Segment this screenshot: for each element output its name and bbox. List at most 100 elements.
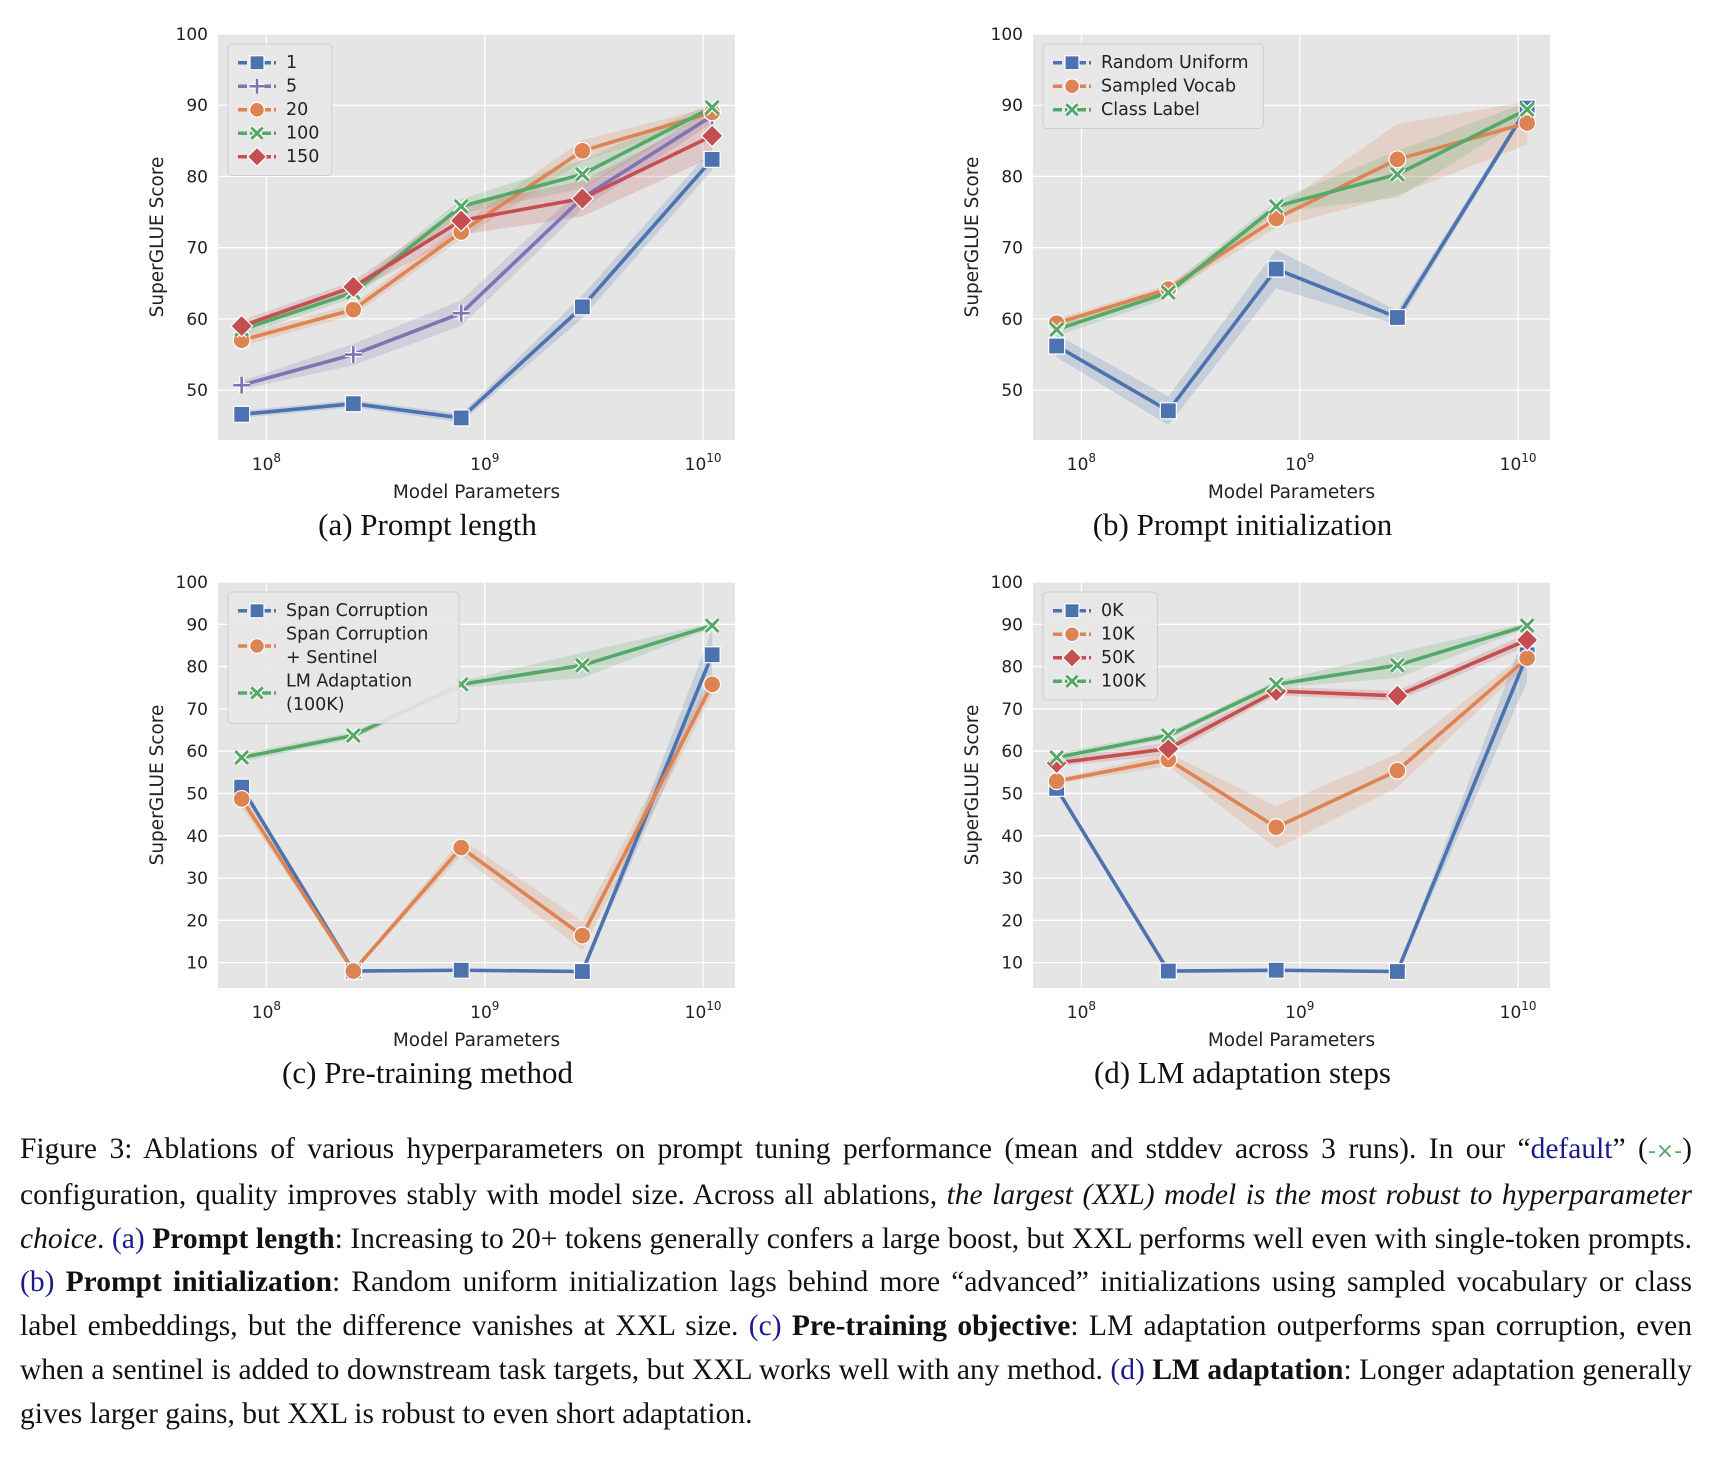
plot-area: [232, 617, 722, 981]
data-point-class-label: [1389, 165, 1406, 183]
y-tick-label: 100: [176, 573, 208, 593]
y-tick-label: 90: [1001, 96, 1023, 116]
stddev-band-20: [241, 106, 713, 346]
caption-ref-c[interactable]: (c): [748, 1310, 782, 1343]
data-point-sampled-vocab: [1388, 150, 1407, 169]
figure-caption: Figure 3: Ablations of various hyperpara…: [20, 1128, 1692, 1437]
caption-italic: the largest (XXL) model is the most robu…: [20, 1178, 1692, 1255]
data-point-1: [344, 395, 362, 413]
data-point-100: [703, 99, 721, 116]
legend-label: 20: [286, 100, 308, 120]
data-point-50k: [1264, 679, 1288, 703]
x-tick-label: 1010: [1500, 451, 1537, 475]
legend-label: 50K: [1101, 648, 1135, 668]
subcaption-d: (d) LM adaptation steps: [1093, 1055, 1391, 1090]
y-tick-label: 90: [186, 96, 208, 116]
legend-marker-100: [249, 125, 265, 141]
x-tick-label: 108: [1067, 999, 1096, 1023]
panel-prompt-length: 50 60 70 80 90 100 108 109 1010 Model Parameters S…: [0, 0, 855, 560]
data-point-150: [449, 208, 473, 233]
legend-marker-150: [246, 146, 268, 168]
caption-bold-b: Prompt initialization: [65, 1266, 332, 1299]
legend-label: Span Corruption: [286, 625, 428, 645]
legend-label: Class Label: [1101, 100, 1200, 120]
legend-item-lm-adaptation-100k: LM Adaptation (100K): [238, 672, 412, 715]
legend-label: 5: [286, 77, 297, 97]
data-point-10k: [1518, 649, 1537, 668]
y-tick-label: 80: [186, 167, 208, 187]
legend-label: Sampled Vocab: [1101, 77, 1236, 97]
legend-item-5: 5: [238, 77, 297, 97]
data-point-1: [573, 298, 591, 316]
data-point-span-corruption: [573, 962, 591, 981]
caption-text: : Longer adaptation generally gives larg…: [20, 1353, 1693, 1430]
data-point-100k: [1389, 656, 1406, 674]
y-tick-label: 20: [186, 911, 208, 931]
legend-marker-1: [249, 55, 265, 71]
legend-label: LM Adaptation: [286, 672, 412, 692]
data-point-150: [341, 275, 365, 299]
stddev-band-sampled-vocab: [1056, 101, 1528, 328]
legend-marker-span-corruption: [249, 603, 265, 619]
stddev-band-100: [241, 103, 713, 336]
data-point-5: [452, 304, 470, 322]
legend: Random Uniform Sampled Vocab Class Label: [1042, 43, 1264, 129]
caption-ref-d[interactable]: (d): [1110, 1353, 1145, 1386]
data-point-class-label: [1048, 321, 1065, 338]
plot-area: [230, 99, 724, 427]
legend-label: 10K: [1101, 625, 1135, 645]
legend: 0K 10K 50K 100K: [1042, 591, 1158, 701]
stddev-band-random-uniform: [1056, 104, 1528, 426]
panel-prompt-initialization: 50 60 70 80 90 100 108 109 1010 Model Parameters S…: [815, 0, 1670, 560]
legend-label: (100K): [286, 695, 345, 715]
legend-marker-sampled-vocab: [1064, 78, 1080, 95]
data-point-span-corruption-sentinel: [452, 838, 471, 857]
data-point-1: [233, 405, 251, 423]
x-axis-label: Model Parameters: [1208, 482, 1375, 500]
y-tick-label: 10: [1001, 954, 1023, 974]
data-point-class-label: [1267, 198, 1285, 215]
data-point-span-corruption-sentinel: [344, 962, 363, 981]
legend-box: [1042, 43, 1264, 129]
x-tick-label: 108: [252, 451, 281, 475]
data-point-50k: [1385, 684, 1410, 708]
data-point-50k: [1045, 751, 1069, 775]
legend-item-span-corruption-sentinel: Span Corruption + Sentinel: [238, 625, 428, 668]
y-tick-label: 80: [186, 658, 208, 678]
data-point-100k: [1159, 727, 1177, 744]
legend-item-100: 100: [238, 124, 319, 144]
caption-ref-b[interactable]: (b): [20, 1266, 55, 1299]
subcaption-c: (c) Pre-training method: [282, 1055, 573, 1090]
y-tick-label: 50: [186, 784, 208, 804]
y-tick-label: 40: [1001, 827, 1023, 847]
panel-pretraining-method: 10 20 30 40 50 60 70 80 90 100 108 109 1010 Model Par…: [0, 548, 855, 1108]
legend-marker-span-corruption-sentinel: [249, 638, 265, 654]
caption-text: : LM adaptation outperforms span corrupt…: [20, 1310, 1692, 1386]
x-tick-label: 1010: [685, 451, 722, 475]
y-tick-label: 80: [1001, 167, 1023, 187]
y-tick-label: 60: [186, 742, 208, 762]
data-point-1: [452, 409, 470, 427]
caption-ref-a[interactable]: (a): [111, 1222, 145, 1255]
stddev-band-10k: [1056, 651, 1528, 849]
stddev-band-50k: [1056, 633, 1528, 767]
data-point-100: [452, 198, 470, 215]
y-tick-label: 100: [176, 25, 208, 45]
y-axis-label: SuperGLUE Score: [962, 157, 983, 318]
x-tick-label: 1010: [1500, 999, 1537, 1023]
data-point-50k: [1515, 628, 1539, 652]
data-point-lm-adaptation-100k: [344, 727, 362, 744]
x-tick-label: 109: [1285, 451, 1314, 475]
legend-marker-random-uniform: [1064, 55, 1080, 71]
panel-lm-adaptation-steps: 10 20 30 40 50 60 70 80 90 100 108 109 1010 Model Par…: [815, 548, 1670, 1108]
legend-label: 150: [286, 147, 319, 167]
data-point-sampled-vocab: [1518, 114, 1537, 133]
legend-marker-0k: [1064, 603, 1080, 619]
subcaption-b: (b) Prompt initialization: [1092, 507, 1393, 542]
legend-item-1: 1: [238, 53, 297, 73]
data-point-100k: [1518, 617, 1536, 634]
caption-text: .: [96, 1222, 112, 1255]
data-point-span-corruption-sentinel: [703, 675, 722, 694]
caption-default-link[interactable]: default: [1530, 1133, 1613, 1165]
data-point-span-corruption: [703, 646, 721, 664]
